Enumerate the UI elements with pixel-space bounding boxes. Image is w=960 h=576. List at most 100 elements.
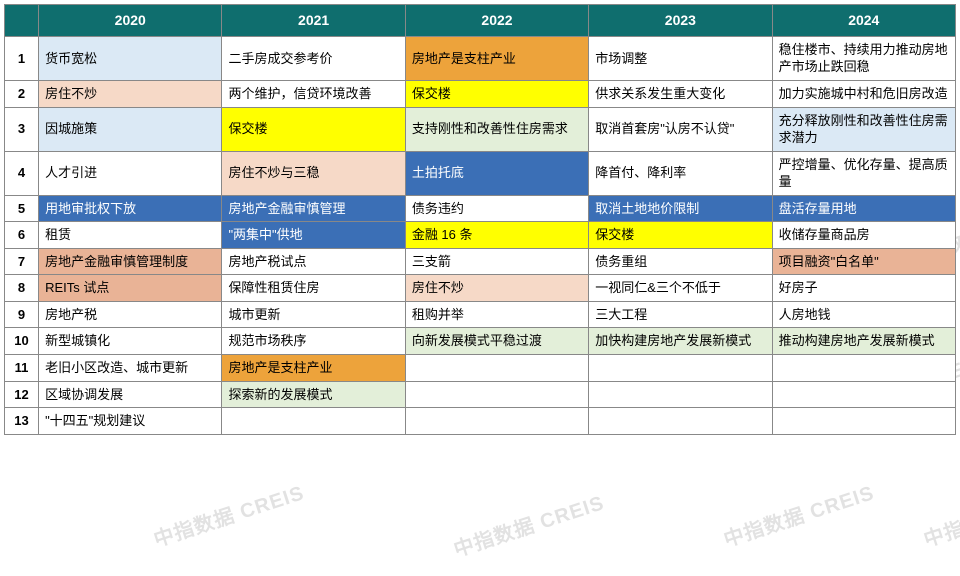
row-number: 3 — [5, 107, 39, 151]
col-header-2022: 2022 — [405, 5, 588, 37]
cell: 取消首套房"认房不认贷" — [589, 107, 772, 151]
cell: 两个维护，信贷环境改善 — [222, 80, 405, 107]
watermark: 中指数据 CREIS — [149, 477, 307, 553]
cell — [405, 355, 588, 382]
row-number: 2 — [5, 80, 39, 107]
cell — [405, 408, 588, 435]
table-row: 13"十四五"规划建议 — [5, 408, 956, 435]
cell: 人才引进 — [39, 151, 222, 195]
table-row: 6租赁"两集中"供地金融 16 条保交楼收储存量商品房 — [5, 222, 956, 249]
col-header-2021: 2021 — [222, 5, 405, 37]
cell — [772, 381, 955, 408]
table-row: 9房地产税城市更新租购并举三大工程人房地钱 — [5, 301, 956, 328]
table-row: 7房地产金融审慎管理制度房地产税试点三支箭债务重组项目融资"白名单" — [5, 248, 956, 275]
table-row: 8REITs 试点保障性租赁住房房住不炒一视同仁&三个不低于好房子 — [5, 275, 956, 302]
cell: 降首付、降利率 — [589, 151, 772, 195]
cell: 新型城镇化 — [39, 328, 222, 355]
row-number: 10 — [5, 328, 39, 355]
row-number: 11 — [5, 355, 39, 382]
cell: 向新发展模式平稳过渡 — [405, 328, 588, 355]
cell: 房住不炒与三稳 — [222, 151, 405, 195]
cell: 盘活存量用地 — [772, 195, 955, 222]
table-body: 1货币宽松二手房成交参考价房地产是支柱产业市场调整稳住楼市、持续用力推动房地产市… — [5, 36, 956, 434]
cell: 二手房成交参考价 — [222, 36, 405, 80]
policy-table: 20202021202220232024 1货币宽松二手房成交参考价房地产是支柱… — [4, 4, 956, 435]
cell: 房地产是支柱产业 — [222, 355, 405, 382]
watermark: 中指数据 CREIS — [719, 477, 877, 553]
row-number: 12 — [5, 381, 39, 408]
cell: 人房地钱 — [772, 301, 955, 328]
cell: 收储存量商品房 — [772, 222, 955, 249]
cell: 土拍托底 — [405, 151, 588, 195]
cell: 房地产税试点 — [222, 248, 405, 275]
cell: 租购并举 — [405, 301, 588, 328]
row-number: 6 — [5, 222, 39, 249]
col-header-2024: 2024 — [772, 5, 955, 37]
cell: 充分释放刚性和改善性住房需求潜力 — [772, 107, 955, 151]
table-row: 3因城施策保交楼支持刚性和改善性住房需求取消首套房"认房不认贷"充分释放刚性和改… — [5, 107, 956, 151]
row-number: 4 — [5, 151, 39, 195]
cell — [589, 408, 772, 435]
cell: 推动构建房地产发展新模式 — [772, 328, 955, 355]
cell — [589, 355, 772, 382]
cell: 保障性租赁住房 — [222, 275, 405, 302]
col-header-2020: 2020 — [39, 5, 222, 37]
cell: "两集中"供地 — [222, 222, 405, 249]
cell: 房住不炒 — [405, 275, 588, 302]
cell: 加快构建房地产发展新模式 — [589, 328, 772, 355]
cell — [405, 381, 588, 408]
row-number: 1 — [5, 36, 39, 80]
row-number: 5 — [5, 195, 39, 222]
cell: 加力实施城中村和危旧房改造 — [772, 80, 955, 107]
cell: 探索新的发展模式 — [222, 381, 405, 408]
col-header-rownum — [5, 5, 39, 37]
cell: 城市更新 — [222, 301, 405, 328]
cell: 老旧小区改造、城市更新 — [39, 355, 222, 382]
table-row: 1货币宽松二手房成交参考价房地产是支柱产业市场调整稳住楼市、持续用力推动房地产市… — [5, 36, 956, 80]
cell: 房地产税 — [39, 301, 222, 328]
cell: 因城施策 — [39, 107, 222, 151]
cell: 房住不炒 — [39, 80, 222, 107]
cell: 稳住楼市、持续用力推动房地产市场止跌回稳 — [772, 36, 955, 80]
cell: "十四五"规划建议 — [39, 408, 222, 435]
cell: 房地产金融审慎管理制度 — [39, 248, 222, 275]
cell: 好房子 — [772, 275, 955, 302]
cell: 供求关系发生重大变化 — [589, 80, 772, 107]
cell — [222, 408, 405, 435]
row-number: 8 — [5, 275, 39, 302]
table-row: 4人才引进房住不炒与三稳土拍托底降首付、降利率严控增量、优化存量、提高质量 — [5, 151, 956, 195]
cell: 市场调整 — [589, 36, 772, 80]
cell: 房地产金融审慎管理 — [222, 195, 405, 222]
watermark: 中指数据 CREIS — [449, 487, 607, 563]
table-row: 10新型城镇化规范市场秩序向新发展模式平稳过渡加快构建房地产发展新模式推动构建房… — [5, 328, 956, 355]
cell: 保交楼 — [589, 222, 772, 249]
cell: 房地产是支柱产业 — [405, 36, 588, 80]
col-header-2023: 2023 — [589, 5, 772, 37]
table-row: 5用地审批权下放房地产金融审慎管理债务违约取消土地地价限制盘活存量用地 — [5, 195, 956, 222]
cell: 规范市场秩序 — [222, 328, 405, 355]
cell: 三大工程 — [589, 301, 772, 328]
cell: 租赁 — [39, 222, 222, 249]
watermark: 中指数据 CREIS — [919, 477, 960, 553]
cell: 支持刚性和改善性住房需求 — [405, 107, 588, 151]
cell — [772, 355, 955, 382]
table-header: 20202021202220232024 — [5, 5, 956, 37]
cell: 严控增量、优化存量、提高质量 — [772, 151, 955, 195]
cell: 项目融资"白名单" — [772, 248, 955, 275]
table-row: 11老旧小区改造、城市更新房地产是支柱产业 — [5, 355, 956, 382]
cell: 用地审批权下放 — [39, 195, 222, 222]
cell: 金融 16 条 — [405, 222, 588, 249]
cell: 取消土地地价限制 — [589, 195, 772, 222]
cell — [772, 408, 955, 435]
cell: 债务违约 — [405, 195, 588, 222]
row-number: 9 — [5, 301, 39, 328]
table-row: 12区域协调发展探索新的发展模式 — [5, 381, 956, 408]
cell: 保交楼 — [405, 80, 588, 107]
cell: 区域协调发展 — [39, 381, 222, 408]
cell: 保交楼 — [222, 107, 405, 151]
cell — [589, 381, 772, 408]
row-number: 7 — [5, 248, 39, 275]
cell: 债务重组 — [589, 248, 772, 275]
cell: REITs 试点 — [39, 275, 222, 302]
cell: 货币宽松 — [39, 36, 222, 80]
